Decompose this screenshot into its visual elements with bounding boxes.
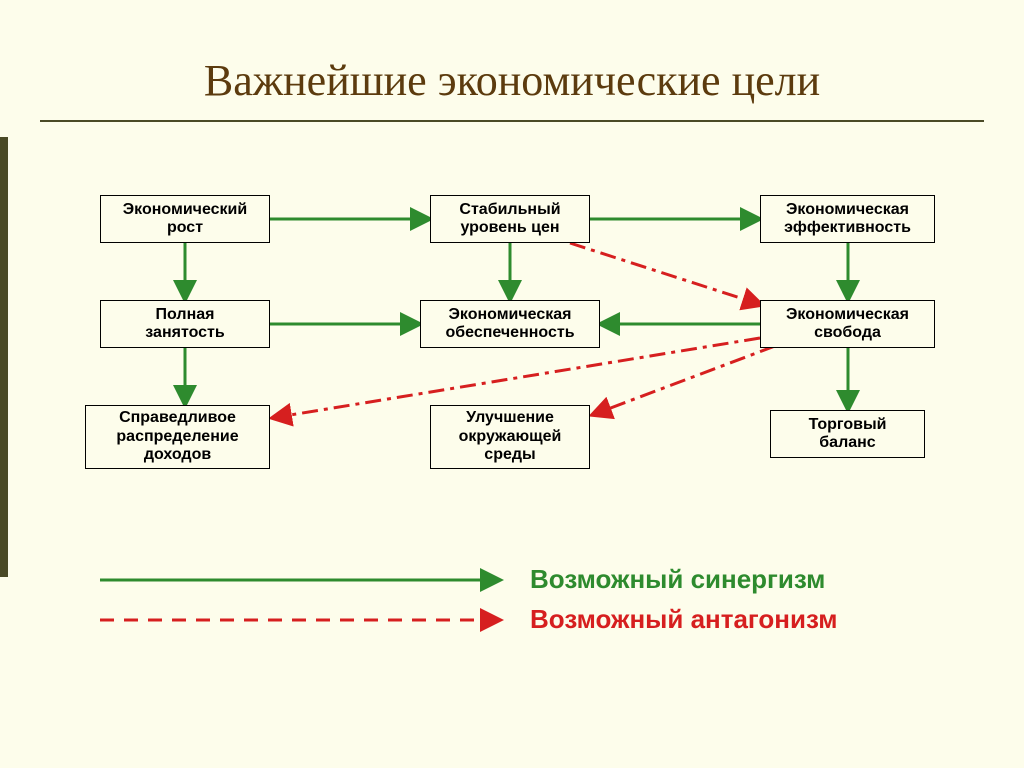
node-fair-income-distribution: Справедливоераспределениедоходов (85, 405, 270, 469)
node-economic-growth: Экономическийрост (100, 195, 270, 243)
diagram-arrows (0, 0, 1024, 768)
title-underline (40, 120, 984, 122)
legend-antagonism-label: Возможный антагонизм (530, 604, 838, 635)
accent-sidebar (0, 137, 8, 577)
legend-synergy-label: Возможный синергизм (530, 564, 825, 595)
node-economic-freedom: Экономическаясвобода (760, 300, 935, 348)
node-stable-prices: Стабильныйуровень цен (430, 195, 590, 243)
node-environment-improvement: Улучшениеокружающейсреды (430, 405, 590, 469)
node-full-employment: Полнаязанятость (100, 300, 270, 348)
node-economic-security: Экономическаяобеспеченность (420, 300, 600, 348)
node-trade-balance: Торговыйбаланс (770, 410, 925, 458)
slide-title: Важнейшие экономические цели (0, 55, 1024, 106)
node-economic-efficiency: Экономическаяэффективность (760, 195, 935, 243)
